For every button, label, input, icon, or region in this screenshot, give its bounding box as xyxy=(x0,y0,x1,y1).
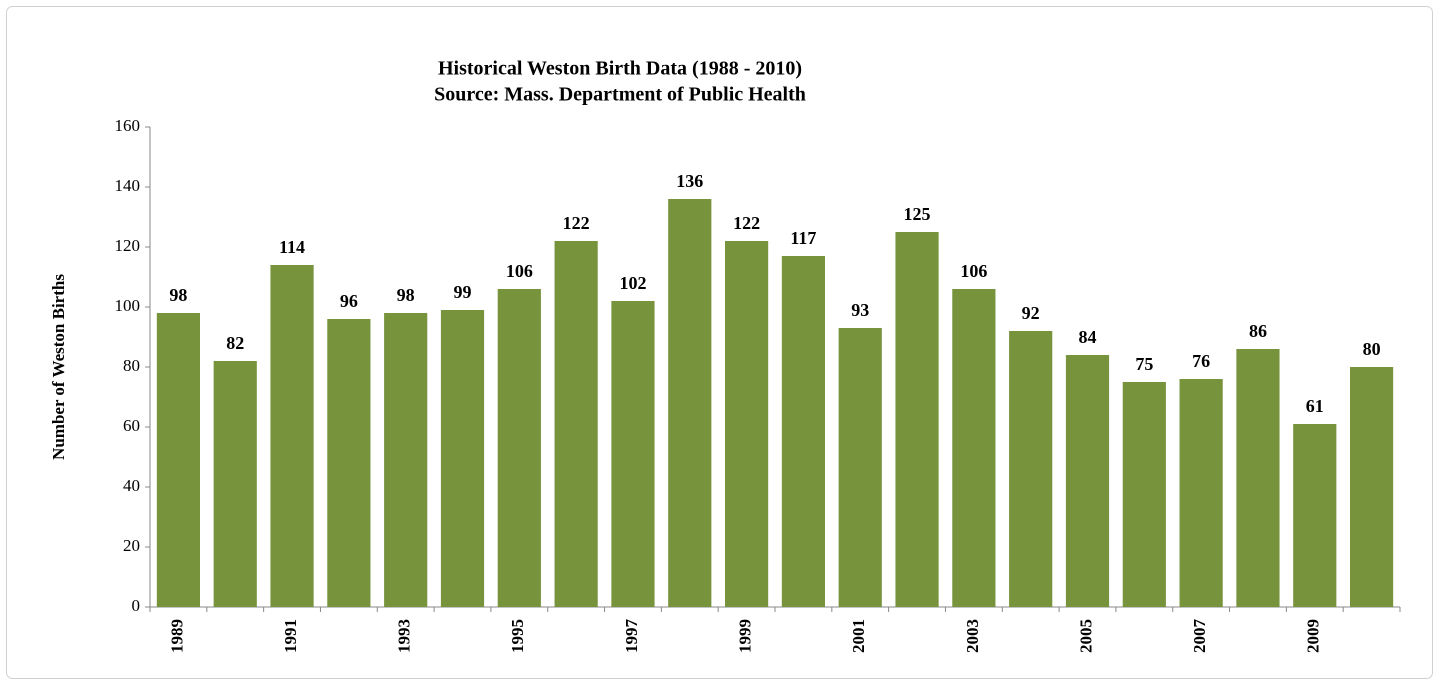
data-label: 106 xyxy=(506,261,533,281)
data-label: 136 xyxy=(676,171,703,191)
x-tick-label: 2005 xyxy=(1076,619,1095,653)
chart-title: Historical Weston Birth Data (1988 - 201… xyxy=(438,58,802,80)
data-label: 82 xyxy=(226,333,244,353)
data-label: 122 xyxy=(733,213,760,233)
bar xyxy=(327,319,371,607)
y-tick-label: 160 xyxy=(115,116,141,135)
bar xyxy=(156,313,200,607)
y-tick-label: 0 xyxy=(132,596,141,615)
data-label: 99 xyxy=(454,282,472,302)
x-tick-label: 1993 xyxy=(395,619,414,653)
data-label: 114 xyxy=(279,237,305,257)
y-tick-label: 100 xyxy=(115,296,141,315)
bar xyxy=(895,232,939,607)
bar xyxy=(1179,379,1223,607)
bar xyxy=(838,328,882,607)
bar xyxy=(213,361,257,607)
x-tick-label: 1991 xyxy=(281,619,300,653)
data-label: 98 xyxy=(397,285,415,305)
y-tick-label: 40 xyxy=(123,476,140,495)
data-label: 61 xyxy=(1306,396,1324,416)
data-label: 122 xyxy=(563,213,590,233)
data-label: 106 xyxy=(960,261,987,281)
data-label: 102 xyxy=(619,273,646,293)
bar xyxy=(1009,331,1053,607)
y-axis-label: Number of Weston Births xyxy=(49,274,68,460)
data-label: 75 xyxy=(1135,354,1153,374)
data-label: 80 xyxy=(1363,339,1381,359)
bar xyxy=(1350,367,1394,607)
y-tick-label: 140 xyxy=(115,176,141,195)
bar xyxy=(270,265,314,607)
bar xyxy=(781,256,825,607)
bar xyxy=(725,241,769,607)
x-tick-label: 2001 xyxy=(849,619,868,653)
bar xyxy=(1236,349,1280,607)
data-label: 125 xyxy=(904,204,931,224)
y-tick-label: 120 xyxy=(115,236,141,255)
x-tick-label: 1997 xyxy=(622,619,641,654)
data-label: 93 xyxy=(851,300,869,320)
data-label: 84 xyxy=(1079,327,1097,347)
bar xyxy=(554,241,598,607)
data-label: 98 xyxy=(169,285,187,305)
bar xyxy=(611,301,655,607)
bar xyxy=(497,289,541,607)
x-tick-label: 2007 xyxy=(1190,619,1209,654)
x-tick-label: 2003 xyxy=(963,619,982,653)
y-tick-label: 60 xyxy=(123,416,140,435)
bar xyxy=(1122,382,1166,607)
x-tick-label: 1995 xyxy=(508,619,527,653)
y-tick-label: 80 xyxy=(123,356,140,375)
x-tick-label: 2009 xyxy=(1304,619,1323,653)
data-label: 86 xyxy=(1249,321,1267,341)
bar xyxy=(1065,355,1110,607)
data-label: 92 xyxy=(1022,303,1040,323)
x-tick-label: 1999 xyxy=(735,619,754,653)
bar xyxy=(668,199,712,607)
bar xyxy=(1293,424,1337,607)
data-label: 76 xyxy=(1192,351,1210,371)
y-tick-label: 20 xyxy=(123,536,140,555)
chart-subtitle: Source: Mass. Department of Public Healt… xyxy=(434,84,806,106)
data-label: 96 xyxy=(340,291,358,311)
bar xyxy=(384,313,428,607)
x-tick-label: 1989 xyxy=(167,619,186,653)
bar xyxy=(952,289,996,607)
bar xyxy=(440,310,485,607)
data-label: 117 xyxy=(790,228,816,248)
